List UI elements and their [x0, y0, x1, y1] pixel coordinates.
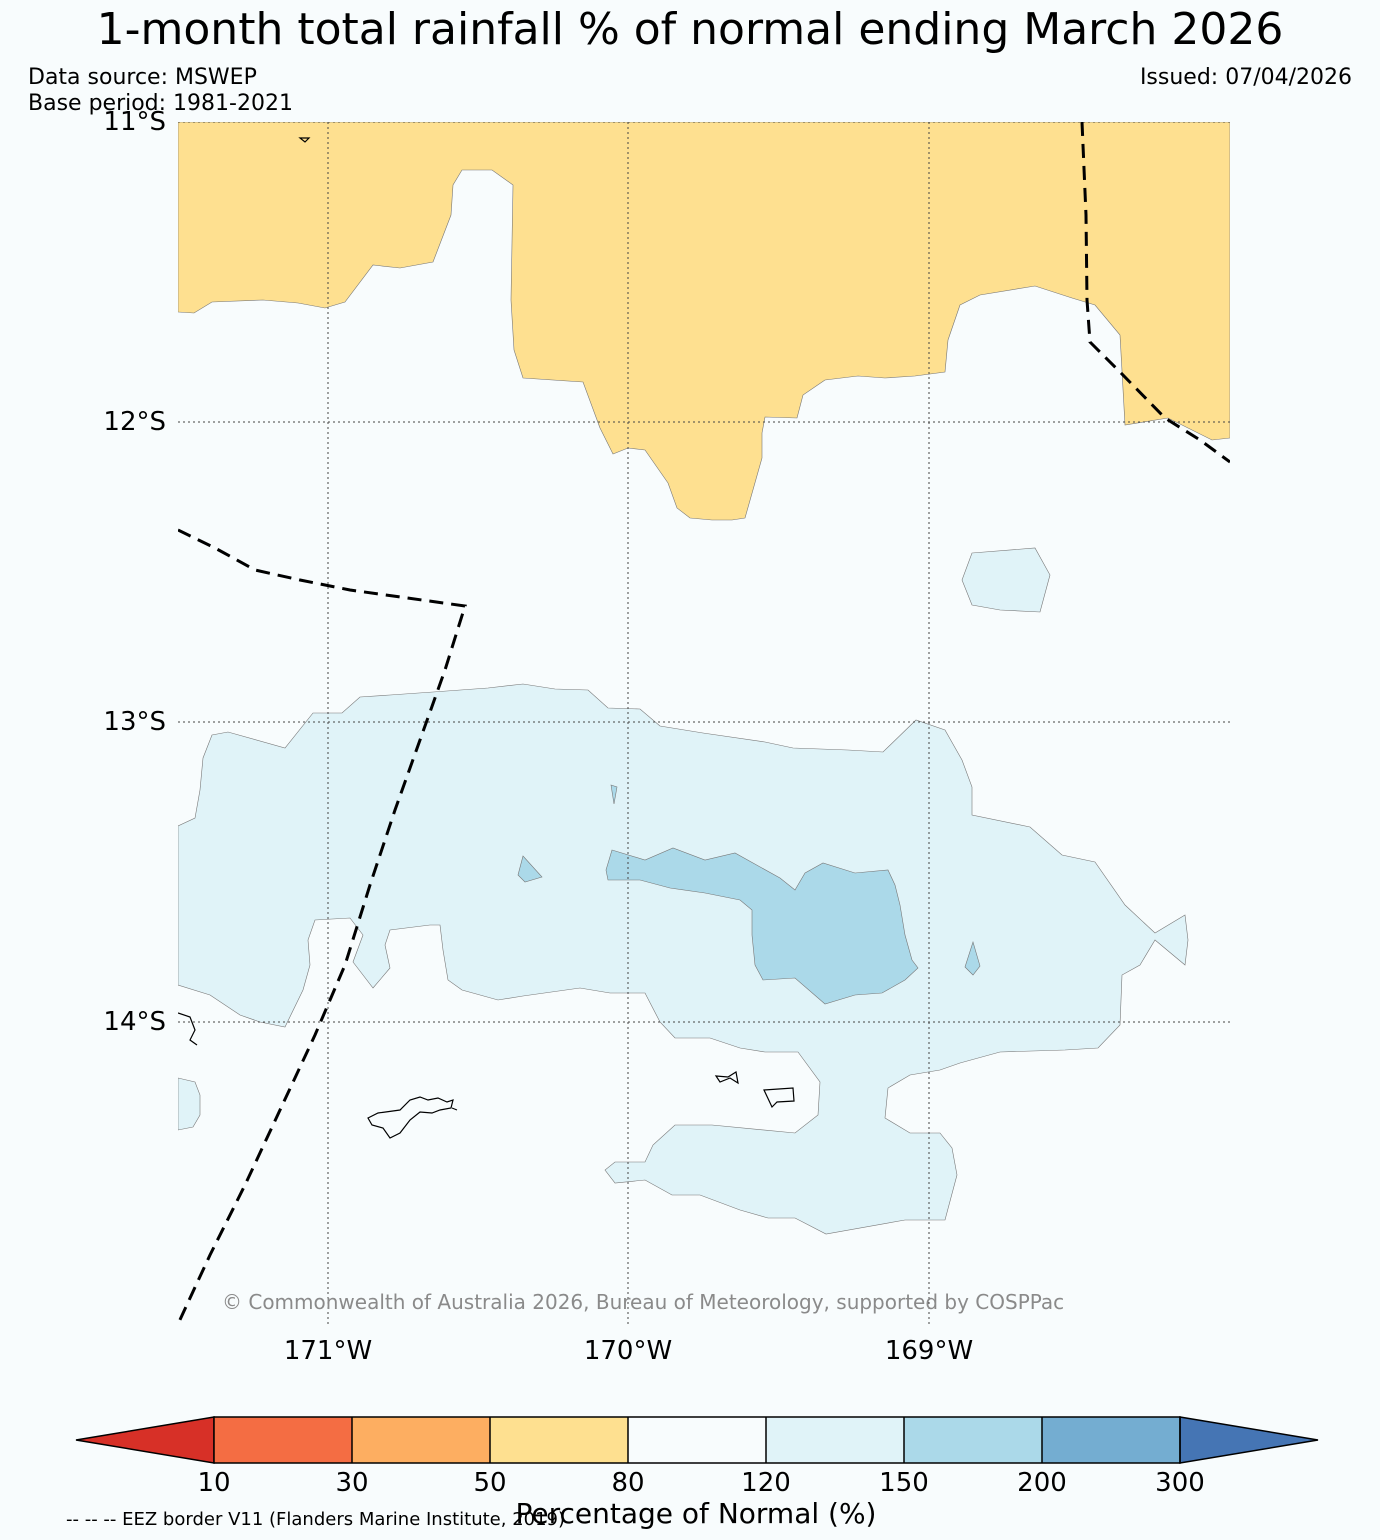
- lat-label-14s: 14°S: [103, 1007, 166, 1037]
- island-tutuila: [714, 1071, 739, 1085]
- colorbar-tick-30: 30: [335, 1468, 369, 1498]
- island-upolu-tip: [451, 1107, 458, 1111]
- well-above-normal-spot-2: [610, 784, 618, 805]
- lon-label-169w: 169°W: [884, 1336, 974, 1366]
- lat-label-11s: 11°S: [103, 107, 166, 137]
- above-normal-region-west: [178, 1077, 201, 1131]
- colorbar-tick-10: 10: [197, 1468, 231, 1498]
- colorbar-tick-300: 300: [1155, 1468, 1205, 1498]
- island-upolu: [367, 1096, 454, 1139]
- colorbar-arrow-above-300: [1179, 1416, 1319, 1464]
- lat-label-13s: 13°S: [103, 707, 166, 737]
- below-normal-region: [178, 122, 1230, 521]
- colorbar-swatch-80-120: [628, 1417, 766, 1463]
- colorbar-tick-200: 200: [1017, 1468, 1067, 1498]
- copyright-text: © Commonwealth of Australia 2026, Bureau…: [222, 1290, 1065, 1314]
- colorbar-swatch-10-30: [214, 1417, 352, 1463]
- colorbar-swatch-50-80: [490, 1417, 628, 1463]
- colorbar-tick-120: 120: [741, 1468, 791, 1498]
- colorbar-arrow-below-10: [75, 1416, 215, 1464]
- colorbar-tick-50: 50: [473, 1468, 507, 1498]
- data-source-text: Data source: MSWEP: [28, 65, 257, 90]
- colorbar-swatch-30-50: [352, 1417, 490, 1463]
- colorbar-tick-150: 150: [879, 1468, 929, 1498]
- well-above-normal-spot-3: [964, 940, 981, 976]
- colorbar-swatch-150-200: [904, 1417, 1042, 1463]
- lat-label-12s: 12°S: [103, 407, 166, 437]
- issued-date-text: Issued: 07/04/2026: [1139, 65, 1352, 90]
- above-normal-region-main: [178, 683, 1189, 1235]
- eez-border-note: -- -- -- EEZ border V11 (Flanders Marine…: [66, 1509, 566, 1530]
- map-title: 1-month total rainfall % of normal endin…: [96, 4, 1284, 55]
- eez-border-east: [1080, 122, 1230, 464]
- above-normal-region-ne: [961, 547, 1051, 613]
- lon-label-170w: 170°W: [583, 1336, 673, 1366]
- well-above-normal-region: [605, 847, 919, 1005]
- lon-label-171w: 171°W: [283, 1336, 373, 1366]
- colorbar-swatch-200-300: [1042, 1417, 1180, 1463]
- base-period-text: Base period: 1981-2021: [28, 91, 293, 116]
- well-above-normal-spot-1: [517, 855, 543, 883]
- colorbar-swatch-120-150: [766, 1417, 904, 1463]
- island-savaii-edge: [178, 1012, 198, 1046]
- island-ofu: [763, 1087, 795, 1109]
- colorbar-title: Percentage of Normal (%): [515, 1497, 877, 1530]
- colorbar-tick-80: 80: [611, 1468, 645, 1498]
- island-rose: [298, 137, 311, 143]
